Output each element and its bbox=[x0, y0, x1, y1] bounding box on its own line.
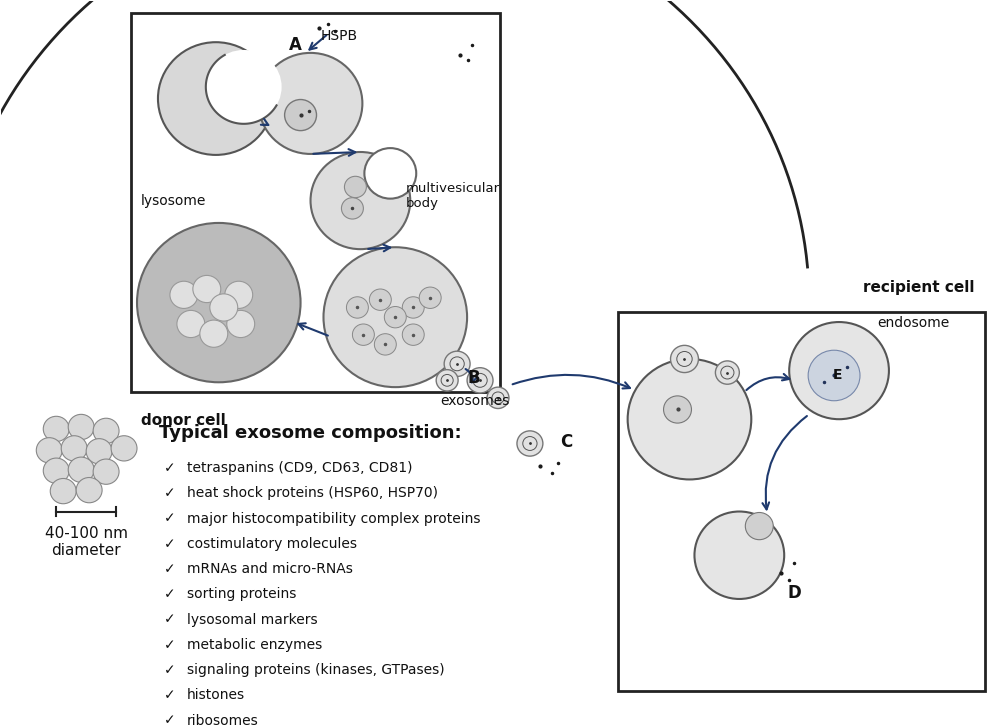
Circle shape bbox=[809, 350, 860, 400]
Text: donor cell: donor cell bbox=[141, 414, 225, 428]
Circle shape bbox=[402, 324, 424, 345]
Text: ✓: ✓ bbox=[164, 663, 175, 677]
Text: B: B bbox=[467, 369, 480, 387]
Circle shape bbox=[158, 42, 274, 155]
Circle shape bbox=[715, 361, 739, 384]
Text: mRNAs and micro-RNAs: mRNAs and micro-RNAs bbox=[187, 562, 353, 576]
Circle shape bbox=[93, 459, 119, 484]
Text: 40-100 nm
diameter: 40-100 nm diameter bbox=[45, 526, 127, 558]
Circle shape bbox=[324, 248, 467, 387]
Text: ✓: ✓ bbox=[164, 486, 175, 500]
Circle shape bbox=[68, 457, 94, 483]
Circle shape bbox=[419, 287, 441, 309]
Circle shape bbox=[402, 297, 424, 318]
FancyBboxPatch shape bbox=[131, 13, 500, 392]
Circle shape bbox=[790, 322, 889, 419]
Text: multivesicular
body: multivesicular body bbox=[405, 182, 499, 210]
Circle shape bbox=[365, 148, 416, 199]
Text: ✓: ✓ bbox=[164, 562, 175, 576]
Circle shape bbox=[663, 396, 691, 423]
Circle shape bbox=[375, 333, 397, 355]
Circle shape bbox=[36, 438, 62, 463]
Circle shape bbox=[50, 478, 76, 504]
Circle shape bbox=[43, 416, 69, 442]
Text: D: D bbox=[788, 585, 801, 602]
Circle shape bbox=[224, 281, 253, 309]
Circle shape bbox=[353, 324, 375, 345]
Text: exosomes: exosomes bbox=[441, 394, 510, 408]
Text: tetraspanins (CD9, CD63, CD81): tetraspanins (CD9, CD63, CD81) bbox=[187, 461, 413, 475]
Text: metabolic enzymes: metabolic enzymes bbox=[187, 638, 322, 652]
Circle shape bbox=[192, 275, 220, 303]
Circle shape bbox=[694, 512, 785, 599]
Text: ✓: ✓ bbox=[164, 713, 175, 727]
Text: Typical exosome composition:: Typical exosome composition: bbox=[159, 424, 462, 442]
Text: lysosome: lysosome bbox=[141, 194, 206, 208]
Circle shape bbox=[436, 370, 458, 391]
Text: sorting proteins: sorting proteins bbox=[187, 587, 297, 601]
Circle shape bbox=[467, 368, 493, 393]
Circle shape bbox=[342, 198, 364, 219]
Text: ✓: ✓ bbox=[164, 612, 175, 627]
Circle shape bbox=[444, 351, 470, 376]
Text: ✓: ✓ bbox=[164, 638, 175, 652]
Text: ✓: ✓ bbox=[164, 537, 175, 551]
Text: HSPB: HSPB bbox=[321, 29, 358, 43]
Text: C: C bbox=[560, 432, 572, 451]
Text: heat shock proteins (HSP60, HSP70): heat shock proteins (HSP60, HSP70) bbox=[187, 486, 438, 500]
Circle shape bbox=[226, 310, 255, 338]
Circle shape bbox=[345, 176, 367, 198]
Circle shape bbox=[177, 310, 204, 338]
Text: A: A bbox=[289, 36, 302, 54]
Circle shape bbox=[347, 297, 369, 318]
Text: ✓: ✓ bbox=[164, 512, 175, 526]
Text: endosome: endosome bbox=[877, 316, 949, 330]
Circle shape bbox=[627, 359, 752, 480]
Circle shape bbox=[199, 320, 227, 347]
Circle shape bbox=[311, 152, 410, 249]
Circle shape bbox=[86, 439, 112, 464]
Circle shape bbox=[517, 431, 543, 456]
Circle shape bbox=[285, 100, 317, 130]
Circle shape bbox=[68, 414, 94, 440]
Text: ✓: ✓ bbox=[164, 689, 175, 703]
Circle shape bbox=[370, 289, 392, 310]
Text: histones: histones bbox=[187, 689, 245, 703]
Text: major histocompatibility complex proteins: major histocompatibility complex protein… bbox=[187, 512, 480, 526]
Text: costimulatory molecules: costimulatory molecules bbox=[187, 537, 357, 551]
Circle shape bbox=[170, 281, 197, 309]
Circle shape bbox=[43, 458, 69, 483]
Circle shape bbox=[259, 53, 363, 154]
Circle shape bbox=[745, 513, 774, 539]
Circle shape bbox=[137, 223, 301, 382]
Text: ✓: ✓ bbox=[164, 587, 175, 601]
Text: ✓: ✓ bbox=[164, 461, 175, 475]
Text: ribosomes: ribosomes bbox=[187, 713, 259, 727]
Circle shape bbox=[61, 436, 87, 461]
Circle shape bbox=[487, 387, 509, 408]
FancyBboxPatch shape bbox=[617, 312, 985, 692]
Circle shape bbox=[670, 345, 698, 373]
Text: lysosomal markers: lysosomal markers bbox=[187, 612, 318, 627]
Text: recipient cell: recipient cell bbox=[863, 280, 975, 295]
Circle shape bbox=[209, 294, 237, 321]
Circle shape bbox=[205, 50, 282, 124]
Circle shape bbox=[111, 436, 137, 461]
Text: signaling proteins (kinases, GTPases): signaling proteins (kinases, GTPases) bbox=[187, 663, 445, 677]
Circle shape bbox=[76, 478, 102, 503]
Circle shape bbox=[385, 306, 406, 328]
Text: E: E bbox=[833, 368, 842, 382]
Circle shape bbox=[93, 418, 119, 443]
